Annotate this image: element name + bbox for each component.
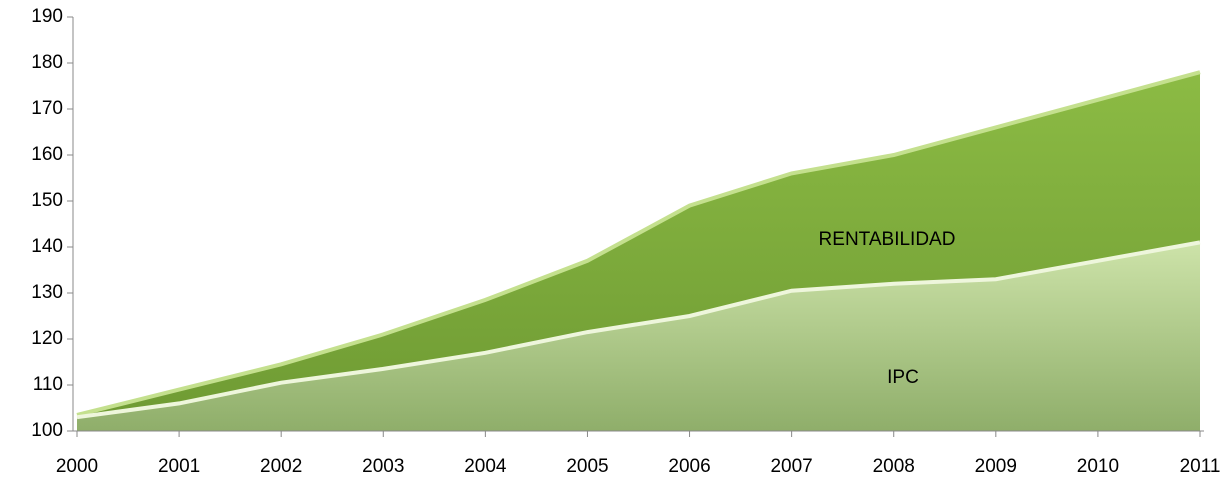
y-tick-label: 140	[31, 236, 63, 257]
y-tick-label: 110	[33, 374, 63, 395]
area	[77, 242, 1200, 431]
x-tick-label: 2005	[566, 456, 608, 477]
y-tick-label: 130	[31, 282, 63, 303]
x-tick-label: 2002	[260, 456, 302, 477]
x-tick-label: 2009	[975, 456, 1017, 477]
x-tick-label: 2001	[158, 456, 200, 477]
x-tick-label: 2000	[56, 456, 98, 477]
y-tick-label: 190	[31, 6, 63, 27]
x-tick-label: 2004	[464, 456, 507, 477]
x-tick-label: 2003	[362, 456, 404, 477]
area-edge	[76, 240, 1201, 420]
x-tick-label: 2007	[770, 456, 812, 477]
y-tick-label: 150	[31, 190, 63, 211]
x-tick-label: 2011	[1180, 456, 1221, 477]
x-tick-label: 2010	[1077, 456, 1119, 477]
series-label: IPC	[887, 367, 919, 388]
y-tick-label: 160	[31, 144, 63, 165]
y-tick-label: 100	[31, 420, 63, 441]
series-label: RENTABILIDAD	[819, 229, 956, 250]
y-tick-label: 170	[31, 98, 63, 119]
x-tick-label: 2006	[668, 456, 710, 477]
area-edge	[76, 70, 1201, 417]
y-tick-label: 180	[31, 52, 63, 73]
x-tick-label: 2008	[873, 456, 915, 477]
y-tick-label: 120	[31, 328, 63, 349]
